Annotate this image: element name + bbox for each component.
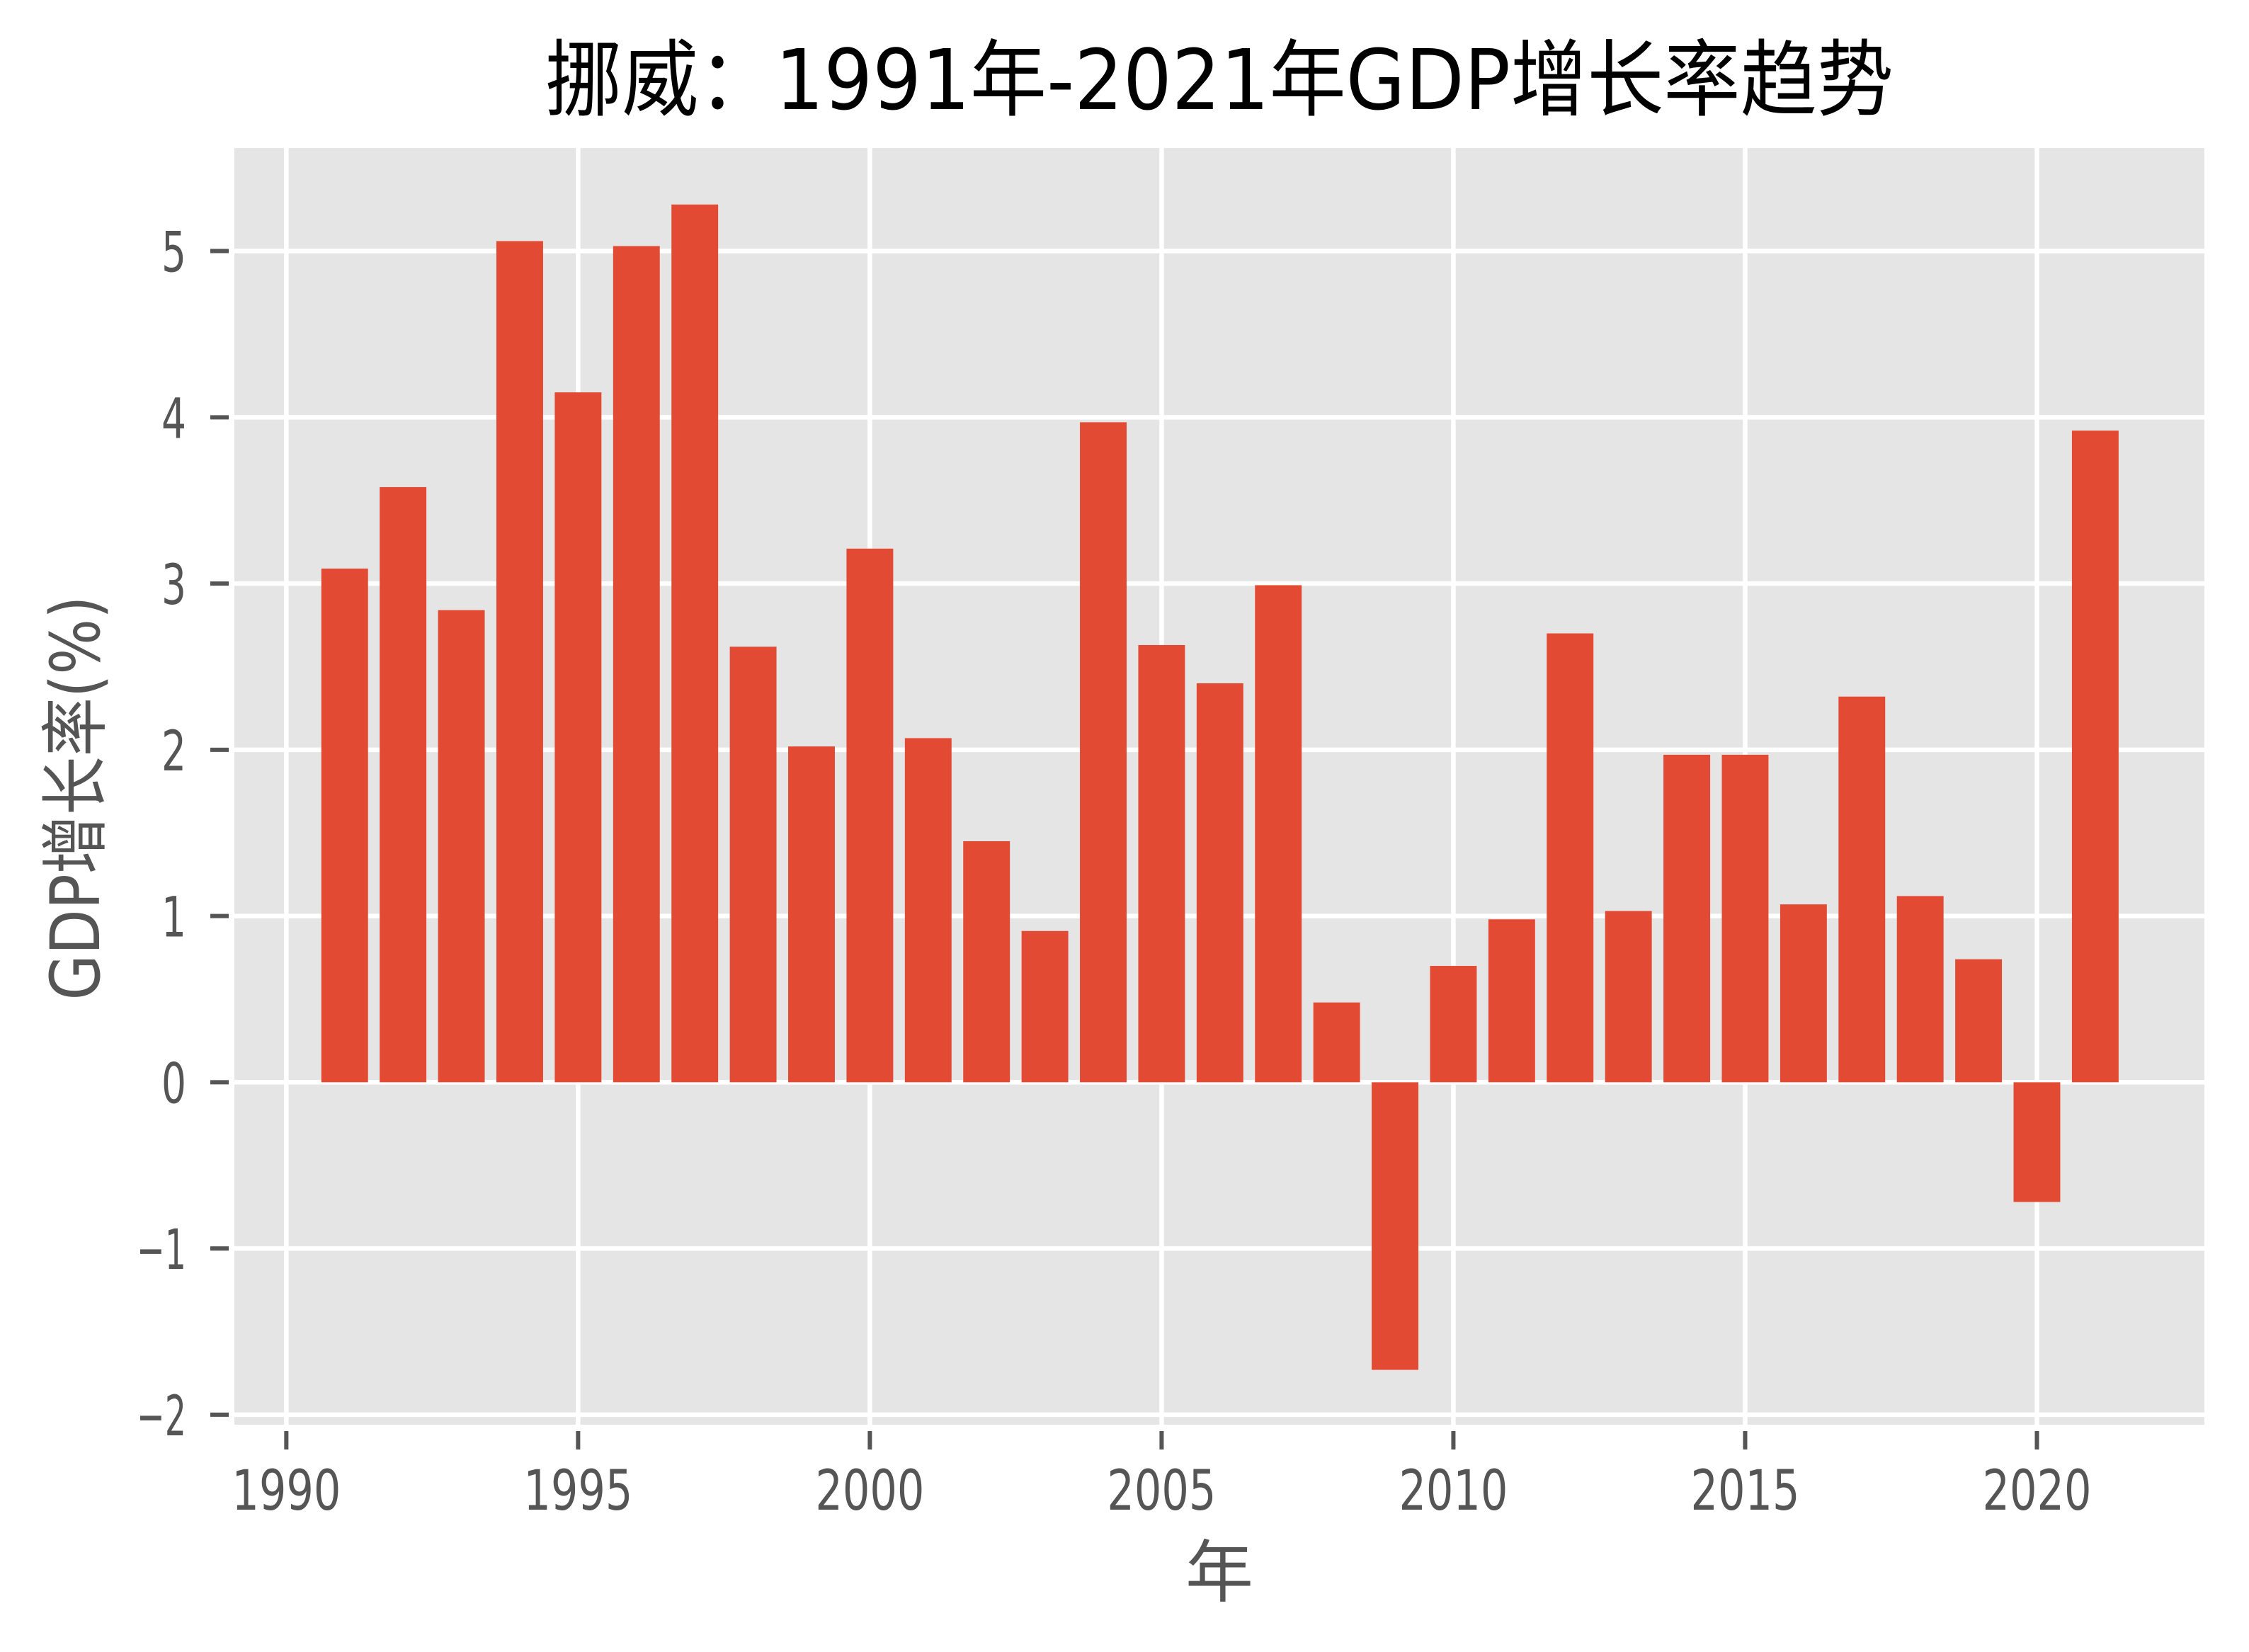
bar (321, 568, 368, 1083)
bar (380, 486, 427, 1083)
bar (2071, 431, 2119, 1083)
y-tick-label: 1 (161, 887, 186, 950)
y-tick-label: 3 (161, 554, 186, 617)
bar (1605, 911, 1652, 1083)
bar (1663, 754, 1711, 1083)
y-tick-label: 0 (161, 1052, 186, 1116)
bar (788, 746, 835, 1083)
x-tick-label: 2005 (1107, 1459, 1216, 1523)
bar (1021, 930, 1069, 1083)
y-tick-label: 5 (161, 222, 186, 285)
y-tick-label: 4 (161, 387, 186, 451)
y-tick-label: −2 (137, 1385, 186, 1449)
bar (1896, 896, 1944, 1083)
bar (613, 246, 660, 1083)
x-tick-label: 2000 (815, 1459, 924, 1523)
y-axis-label: GDP增长率(%) (36, 596, 115, 1001)
x-tick-label: 2020 (1982, 1459, 2091, 1523)
bar (1430, 966, 1477, 1083)
bar (1196, 683, 1243, 1083)
bar (1780, 904, 1827, 1083)
plot-area (234, 148, 2204, 1425)
bar (1080, 422, 1127, 1083)
chart-title: 挪威：1991年-2021年GDP增长率趋势 (545, 31, 1894, 129)
x-tick-label: 2010 (1399, 1459, 1508, 1523)
x-axis-label: 年 (1185, 1533, 1253, 1612)
bar (1313, 1002, 1360, 1083)
bar (1488, 919, 1535, 1083)
bar (1721, 754, 1769, 1083)
bar (963, 841, 1010, 1083)
x-tick-label: 2015 (1690, 1459, 1799, 1523)
bar (1138, 644, 1185, 1083)
y-axis: −2 −1 0 1 2 3 4 5 (137, 222, 229, 1449)
y-tick-label: 2 (161, 720, 186, 784)
bar (1838, 696, 1886, 1083)
bar (1255, 585, 1302, 1083)
bar (554, 392, 602, 1083)
bar (2013, 1082, 2061, 1202)
bar (438, 610, 485, 1083)
bar (729, 646, 777, 1083)
bars (321, 204, 2119, 1370)
bar (904, 738, 952, 1083)
x-axis: 1990 1995 2000 2005 2010 2015 2020 (232, 1431, 2091, 1523)
bar (496, 241, 543, 1083)
x-tick-label: 1995 (523, 1459, 632, 1523)
bar (1955, 959, 2003, 1083)
bar (846, 548, 894, 1083)
bar (1547, 633, 1594, 1083)
bar (671, 204, 719, 1083)
bar (1372, 1082, 1419, 1370)
x-tick-label: 1990 (232, 1459, 341, 1523)
y-tick-label: −1 (137, 1219, 186, 1282)
